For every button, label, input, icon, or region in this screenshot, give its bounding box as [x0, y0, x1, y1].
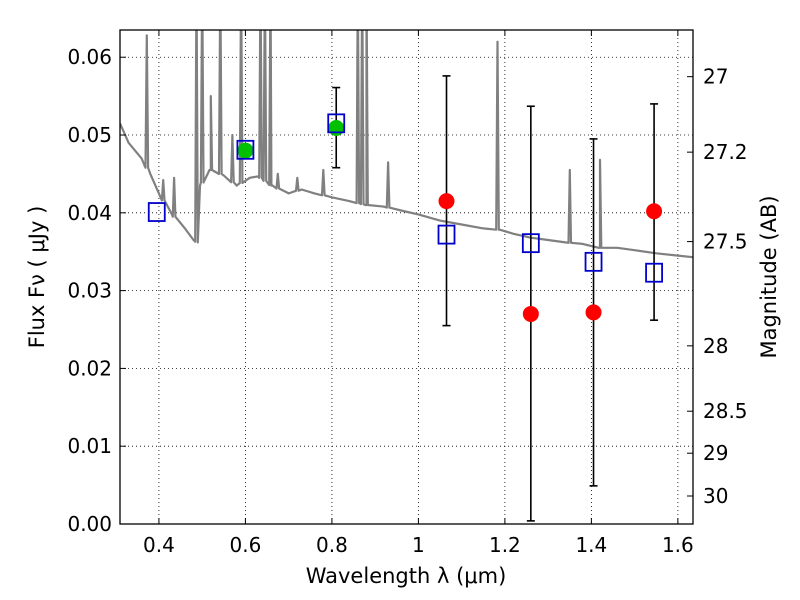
x-tick-label: 1	[412, 533, 425, 557]
x-axis-ticks: 0.4 0.6 0.8 1 1.2 1.4 1.6	[143, 30, 694, 557]
right-axis-ticks: 27 27.2 27.5 28 28.5 29 30	[687, 65, 748, 508]
x-tick-label: 0.6	[230, 533, 262, 557]
x-tick-label: 1.4	[575, 533, 607, 557]
right-tick-label: 28.5	[703, 399, 748, 423]
observed-point	[585, 304, 602, 321]
y-tick-label: 0.04	[67, 201, 112, 225]
right-tick-label: 28	[703, 334, 728, 358]
y-tick-label: 0.01	[67, 434, 112, 458]
x-tick-label: 0.8	[316, 533, 348, 557]
right-axis-label: Magnitude (AB)	[757, 195, 781, 358]
model-point	[521, 233, 540, 254]
right-tick-label: 30	[703, 484, 728, 508]
errorbar-group	[332, 75, 659, 522]
y-tick-label: 0.03	[67, 279, 112, 303]
right-tick-label: 27	[703, 65, 728, 89]
observed-point	[237, 142, 254, 159]
observed-point	[328, 120, 345, 137]
right-tick-label: 29	[703, 441, 728, 465]
y-tick-label: 0.02	[67, 356, 112, 380]
model-spectrum-group	[120, 30, 693, 259]
grid-lines	[120, 30, 693, 525]
y-axis-ticks: 0.00 0.01 0.02 0.03 0.04 0.05 0.06	[67, 45, 126, 536]
x-tick-label: 1.6	[662, 533, 694, 557]
right-tick-label: 27.5	[703, 230, 748, 254]
model-point	[236, 139, 255, 160]
model-point	[437, 224, 456, 245]
observed-point	[646, 203, 663, 220]
right-tick-label: 27.2	[703, 140, 748, 164]
x-tick-label: 0.4	[143, 533, 175, 557]
y-tick-label: 0.06	[67, 45, 112, 69]
model-point	[327, 113, 346, 134]
x-axis-label: Wavelength λ (μm)	[306, 564, 507, 588]
model-spectrum-line	[120, 30, 693, 259]
model-point	[147, 202, 166, 222]
observed-point	[438, 193, 455, 210]
observed-point	[522, 305, 539, 322]
y-tick-label: 0.05	[67, 123, 112, 147]
y-axis-label: Flux Fν ( μJy )	[25, 206, 49, 349]
model-point	[645, 262, 663, 283]
data-points-group	[147, 113, 663, 322]
y-tick-label: 0.00	[67, 512, 112, 536]
x-tick-label: 1.2	[489, 533, 521, 557]
plot-frame	[119, 29, 694, 525]
model-point	[584, 251, 603, 272]
